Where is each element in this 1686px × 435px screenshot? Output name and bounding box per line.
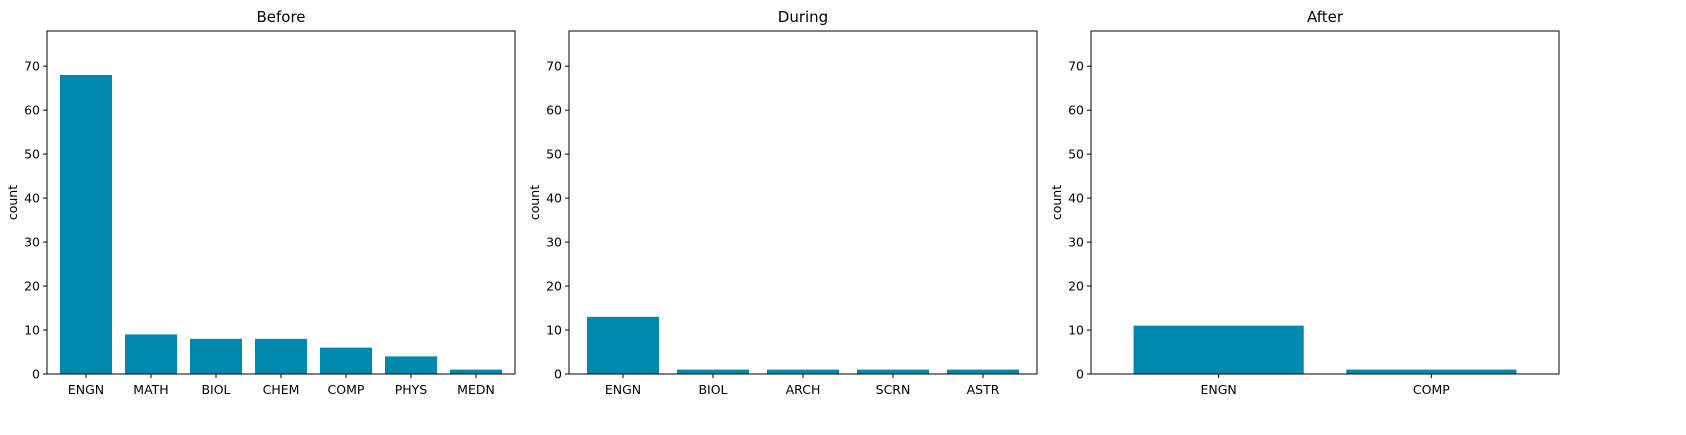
plot-frame-before xyxy=(46,30,516,375)
x-tick-label-during-scrn: SCRN xyxy=(876,382,911,397)
chart-title-before: Before xyxy=(256,8,305,26)
y-tick-label-after-30: 30 xyxy=(1068,235,1084,250)
x-tick-label-before-math: MATH xyxy=(133,382,168,397)
y-tick-label-during-50: 50 xyxy=(546,147,562,162)
bar-after-engn xyxy=(1133,325,1304,374)
y-tick-label-after-70: 70 xyxy=(1068,59,1084,74)
x-tick-label-before-medn: MEDN xyxy=(457,382,495,397)
x-tick-label-before-comp: COMP xyxy=(328,382,365,397)
chart-title-after: After xyxy=(1307,8,1344,26)
bar-during-astr xyxy=(947,369,1019,374)
y-tick-label-before-0: 0 xyxy=(32,367,40,382)
x-tick-label-after-comp: COMP xyxy=(1413,382,1450,397)
chart-panel-after: 0 10 20 30 40 50 60 70 ENGN COMP After count xyxy=(1049,8,1560,397)
y-tick-label-before-10: 10 xyxy=(24,323,40,338)
y-tick-label-before-20: 20 xyxy=(24,279,40,294)
y-tick-label-before-70: 70 xyxy=(24,59,40,74)
chart-title-during: During xyxy=(778,8,828,26)
y-tick-label-before-30: 30 xyxy=(24,235,40,250)
plot-frame-during xyxy=(568,30,1038,375)
bar-before-medn xyxy=(450,369,502,374)
y-tick-label-before-60: 60 xyxy=(24,103,40,118)
y-tick-label-during-0: 0 xyxy=(554,367,562,382)
y-tick-label-during-60: 60 xyxy=(546,103,562,118)
bar-during-scrn xyxy=(857,369,929,374)
y-tick-label-during-20: 20 xyxy=(546,279,562,294)
y-axis-label-during: count xyxy=(527,185,542,220)
y-tick-label-after-40: 40 xyxy=(1068,191,1084,206)
y-axis-label-after: count xyxy=(1049,185,1064,220)
bar-before-phys xyxy=(385,356,437,374)
y-tick-label-after-10: 10 xyxy=(1068,323,1084,338)
bar-after-comp xyxy=(1346,369,1517,374)
plot-frame-after xyxy=(1090,30,1560,375)
x-tick-label-during-biol: BIOL xyxy=(698,382,727,397)
bar-before-comp xyxy=(320,347,372,374)
bar-before-math xyxy=(125,334,177,374)
y-tick-label-before-50: 50 xyxy=(24,147,40,162)
y-tick-label-after-20: 20 xyxy=(1068,279,1084,294)
chart-panel-before: 0 10 20 30 40 50 60 70 ENGN MATH BIOL CHEM COMP PHYS M… xyxy=(5,8,516,397)
x-tick-label-after-engn: ENGN xyxy=(1200,382,1236,397)
y-tick-label-after-0: 0 xyxy=(1076,367,1084,382)
y-tick-label-after-50: 50 xyxy=(1068,147,1084,162)
bar-before-biol xyxy=(190,338,242,374)
bar-during-engn xyxy=(587,316,659,374)
bar-before-engn xyxy=(60,74,112,374)
bar-during-biol xyxy=(677,369,749,374)
bar-during-arch xyxy=(767,369,839,374)
x-tick-label-during-arch: ARCH xyxy=(786,382,821,397)
x-tick-label-during-engn: ENGN xyxy=(605,382,641,397)
x-tick-label-before-phys: PHYS xyxy=(395,382,428,397)
y-tick-label-during-70: 70 xyxy=(546,59,562,74)
x-tick-label-before-biol: BIOL xyxy=(201,382,230,397)
y-tick-label-during-10: 10 xyxy=(546,323,562,338)
y-tick-label-after-60: 60 xyxy=(1068,103,1084,118)
x-tick-label-before-chem: CHEM xyxy=(263,382,300,397)
x-tick-label-before-engn: ENGN xyxy=(68,382,104,397)
y-axis-label-before: count xyxy=(5,185,20,220)
y-tick-label-during-40: 40 xyxy=(546,191,562,206)
bar-before-chem xyxy=(255,338,307,374)
x-tick-label-during-astr: ASTR xyxy=(967,382,1000,397)
y-tick-label-before-40: 40 xyxy=(24,191,40,206)
chart-panel-during: 0 10 20 30 40 50 60 70 ENGN BIOL ARCH SCRN ASTR Durin… xyxy=(527,8,1038,397)
y-tick-label-during-30: 30 xyxy=(546,235,562,250)
